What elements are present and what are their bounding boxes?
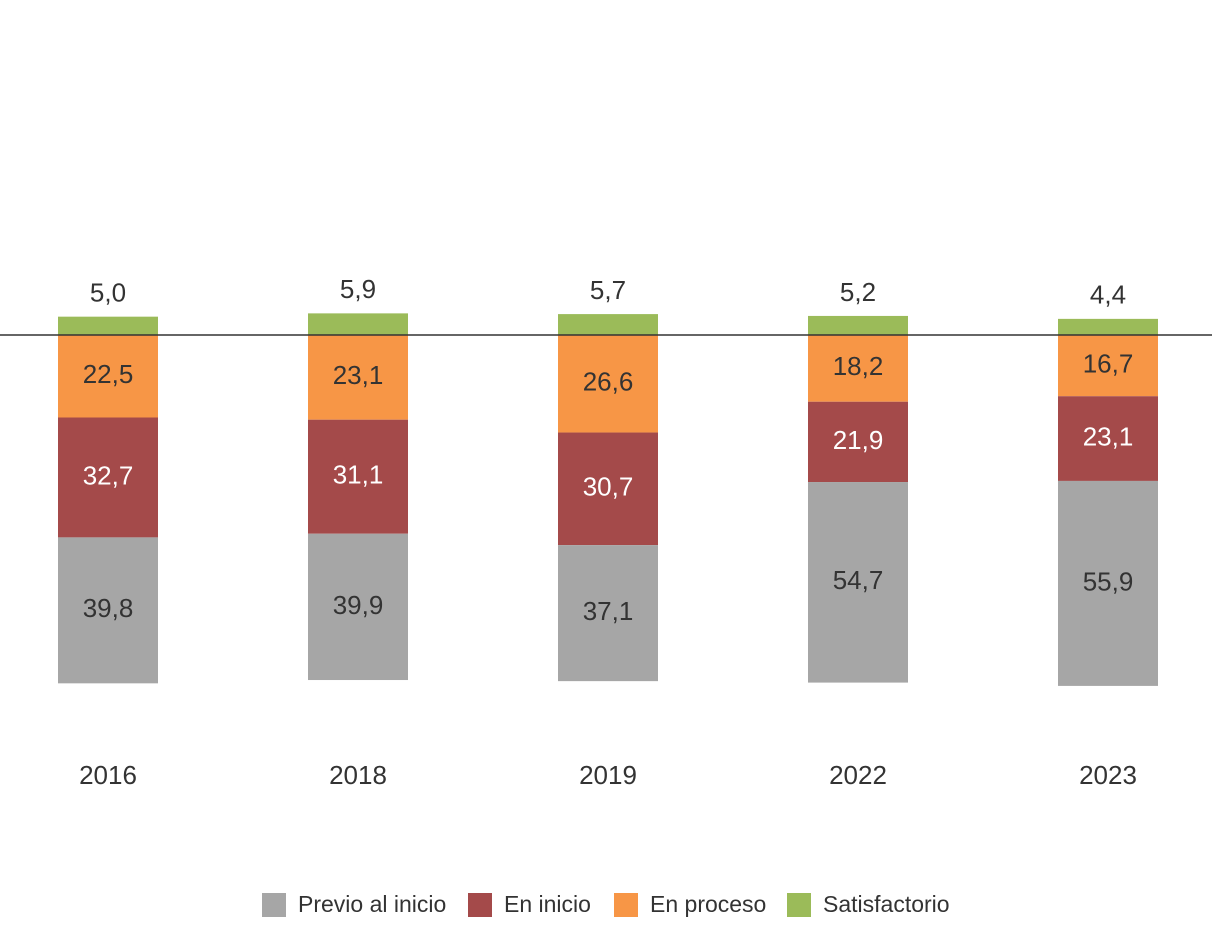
- bar-segment: [808, 482, 908, 683]
- data-label: 32,7: [83, 460, 134, 490]
- data-label: 55,9: [1083, 566, 1134, 596]
- data-label: 21,9: [833, 425, 884, 455]
- data-label: 30,7: [583, 472, 634, 502]
- x-tick-label: 2023: [1079, 760, 1137, 790]
- data-label: 37,1: [583, 596, 634, 626]
- bar-segment: [808, 401, 908, 483]
- data-label: 23,1: [1083, 421, 1134, 451]
- bar-segment: [558, 432, 658, 546]
- bar-segment: [308, 419, 408, 534]
- bar-segment: [808, 315, 908, 335]
- legend-label: Satisfactorio: [823, 891, 950, 917]
- data-label: 31,1: [333, 460, 384, 490]
- bar-segment: [308, 313, 408, 335]
- data-label: 22,5: [83, 359, 134, 389]
- bar-segment: [558, 545, 658, 682]
- bar-segment: [58, 335, 158, 418]
- legend-label: En proceso: [650, 891, 766, 917]
- bar-segment: [558, 314, 658, 335]
- bar-segment: [58, 316, 158, 335]
- legend-label: Previo al inicio: [298, 891, 446, 917]
- legend-swatch: [614, 893, 638, 917]
- x-tick-label: 2018: [329, 760, 387, 790]
- bar-segment: [1058, 396, 1158, 481]
- data-label: 39,9: [333, 590, 384, 620]
- data-label: 5,9: [340, 274, 376, 304]
- data-label: 5,7: [590, 275, 626, 305]
- legend-swatch: [787, 893, 811, 917]
- x-tick-label: 2019: [579, 760, 637, 790]
- x-tick-label: 2016: [79, 760, 137, 790]
- bar-segment: [558, 335, 658, 433]
- data-label: 4,4: [1090, 280, 1126, 310]
- data-label: 23,1: [333, 360, 384, 390]
- data-label: 16,7: [1083, 348, 1134, 378]
- data-label: 5,0: [90, 278, 126, 308]
- legend-swatch: [468, 893, 492, 917]
- legend-swatch: [262, 893, 286, 917]
- bar-segment: [308, 335, 408, 420]
- data-label: 18,2: [833, 351, 884, 381]
- data-label: 54,7: [833, 565, 884, 595]
- bar-segment: [308, 533, 408, 681]
- bar-segment: [1058, 480, 1158, 686]
- bar-segment: [58, 537, 158, 684]
- data-label: 5,2: [840, 277, 876, 307]
- data-label: 39,8: [83, 593, 134, 623]
- bar-segment: [808, 335, 908, 402]
- legend-label: En inicio: [504, 891, 591, 917]
- data-label: 26,6: [583, 367, 634, 397]
- bar-segment: [58, 417, 158, 538]
- bar-segment: [1058, 318, 1158, 335]
- bar-segment: [1058, 335, 1158, 397]
- x-tick-label: 2022: [829, 760, 887, 790]
